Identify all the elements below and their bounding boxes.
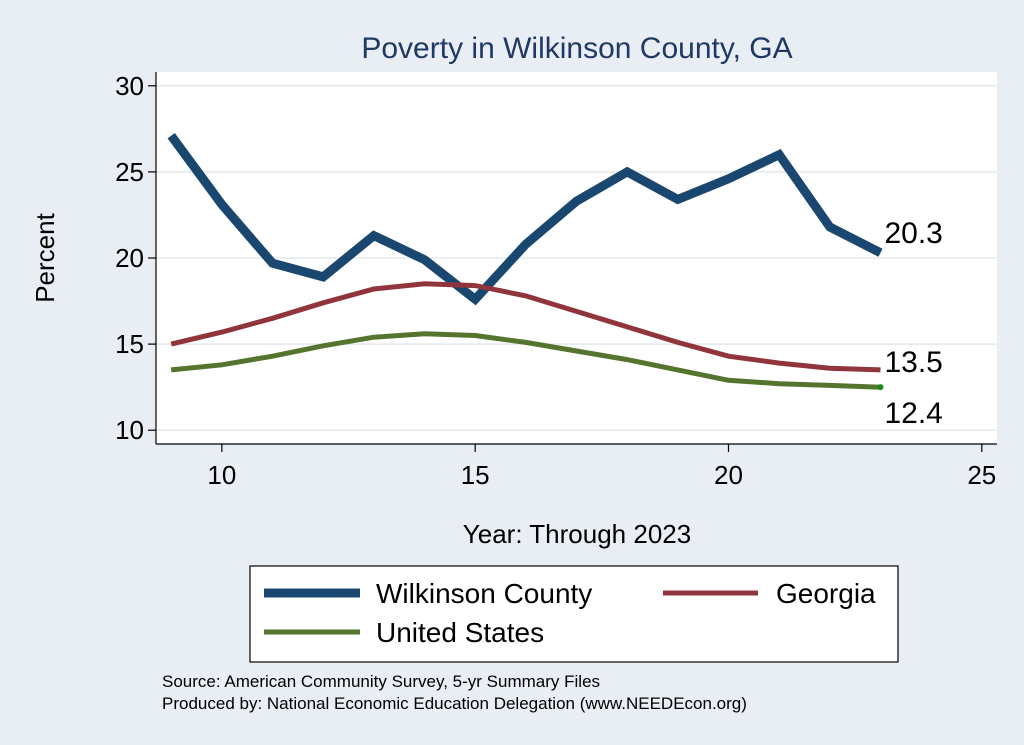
legend-label: United States bbox=[376, 617, 544, 648]
x-tick-label: 15 bbox=[461, 460, 490, 490]
series-line-1 bbox=[170, 281, 881, 373]
source-note: Source: American Community Survey, 5-yr … bbox=[162, 672, 600, 691]
end-label: 20.3 bbox=[884, 217, 942, 250]
y-tick-label: 25 bbox=[115, 157, 144, 187]
producer-note: Produced by: National Economic Education… bbox=[162, 694, 747, 713]
end-marker bbox=[877, 384, 884, 391]
series-line-2 bbox=[170, 331, 881, 390]
y-tick-label: 10 bbox=[115, 415, 144, 445]
legend: Wilkinson County Georgia United States bbox=[264, 578, 876, 648]
axes bbox=[148, 72, 997, 452]
chart-title: Poverty in Wilkinson County, GA bbox=[361, 32, 792, 65]
x-tick-label: 25 bbox=[967, 460, 996, 490]
end-labels: 20.3 13.5 12.4 bbox=[884, 217, 942, 430]
legend-label: Wilkinson County bbox=[376, 578, 592, 609]
x-tick-label: 10 bbox=[207, 460, 236, 490]
x-tick-label: 20 bbox=[714, 460, 743, 490]
legend-box bbox=[249, 565, 899, 663]
series-lines bbox=[167, 133, 884, 391]
x-axis-title: Year: Through 2023 bbox=[463, 519, 691, 549]
y-tick-label: 15 bbox=[115, 329, 144, 359]
legend-label: Georgia bbox=[776, 578, 876, 609]
y-tick-label: 20 bbox=[115, 243, 144, 273]
end-label: 12.4 bbox=[884, 397, 942, 430]
end-label: 13.5 bbox=[884, 346, 942, 379]
y-tick-label: 30 bbox=[115, 71, 144, 101]
gridlines bbox=[156, 85, 997, 431]
y-axis-title: Percent bbox=[30, 212, 60, 302]
tick-labels: 10 15 20 25 30 10 15 20 25 bbox=[115, 71, 996, 490]
series-line-0 bbox=[167, 133, 883, 306]
